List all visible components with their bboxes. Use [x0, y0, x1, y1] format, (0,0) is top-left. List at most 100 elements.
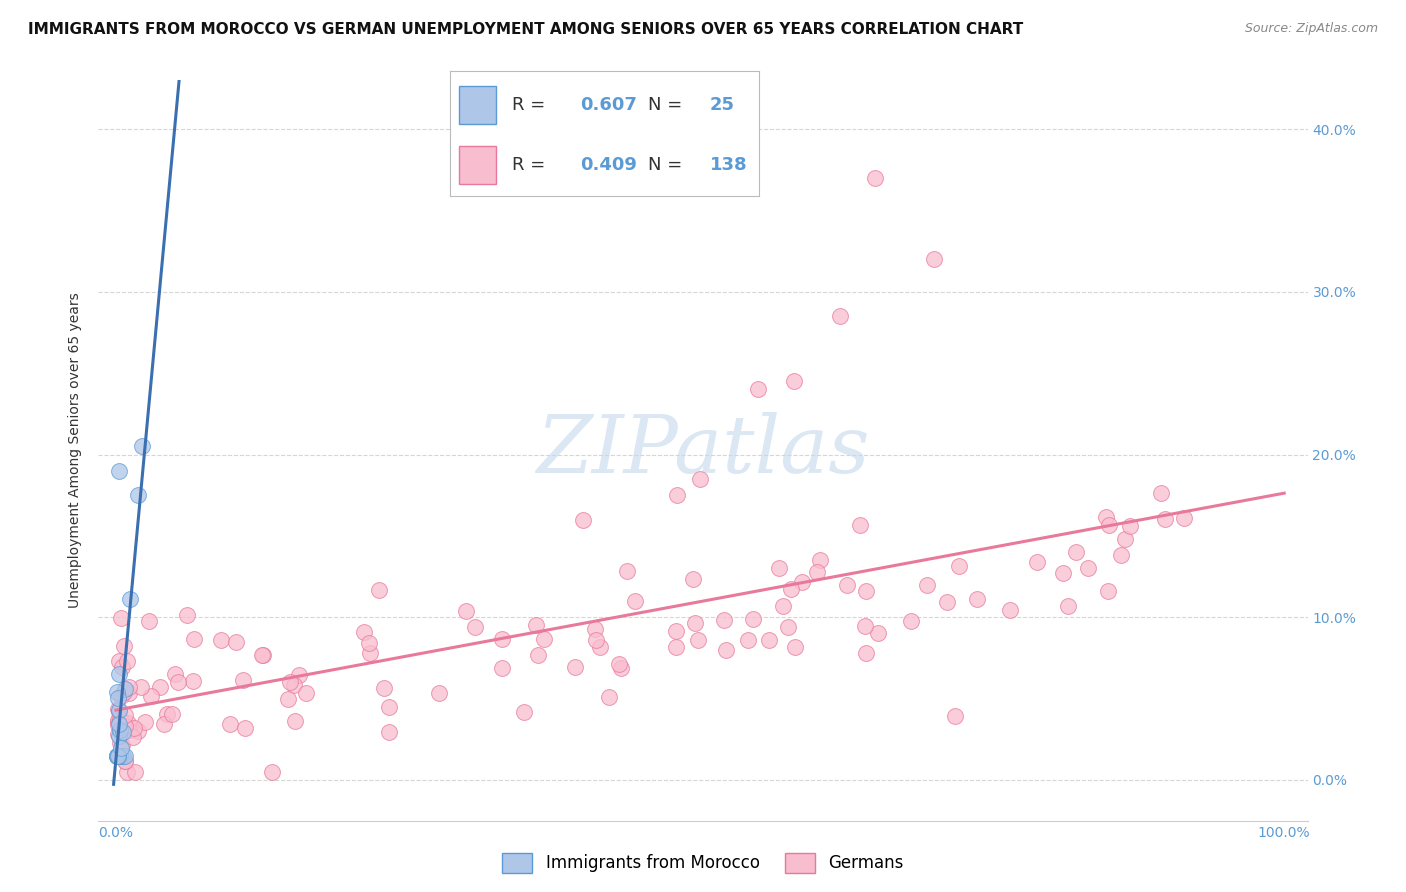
- Point: [689, 472, 711, 486]
- Point: [110, 660, 132, 674]
- Point: [153, 716, 176, 731]
- Point: [108, 667, 131, 681]
- Point: [610, 660, 633, 674]
- Point: [110, 723, 132, 737]
- Point: [1119, 519, 1142, 533]
- Point: [117, 715, 139, 730]
- Point: [1077, 560, 1099, 574]
- Legend: Immigrants from Morocco, Germans: Immigrants from Morocco, Germans: [496, 847, 910, 880]
- Point: [758, 633, 780, 648]
- Point: [512, 705, 534, 719]
- Point: [830, 310, 852, 324]
- Point: [572, 513, 595, 527]
- Text: Source: ZipAtlas.com: Source: ZipAtlas.com: [1244, 22, 1378, 36]
- Point: [122, 730, 145, 744]
- Point: [665, 488, 688, 502]
- Point: [1114, 532, 1136, 546]
- Point: [110, 611, 132, 625]
- Point: [107, 748, 129, 763]
- Point: [149, 680, 172, 694]
- Point: [114, 754, 136, 768]
- Point: [524, 618, 547, 632]
- Point: [118, 592, 141, 607]
- Point: [948, 559, 970, 574]
- Point: [105, 748, 128, 763]
- Point: [278, 674, 301, 689]
- Point: [108, 717, 131, 731]
- Point: [107, 715, 129, 730]
- Point: [922, 252, 945, 267]
- Point: [252, 648, 274, 662]
- Point: [966, 591, 988, 606]
- Point: [108, 704, 131, 718]
- Point: [225, 635, 247, 649]
- Point: [491, 632, 513, 647]
- Point: [114, 748, 136, 763]
- Point: [118, 686, 141, 700]
- Point: [107, 727, 129, 741]
- Point: [111, 724, 134, 739]
- Point: [682, 572, 704, 586]
- Point: [107, 703, 129, 717]
- Point: [998, 602, 1021, 616]
- Point: [747, 383, 769, 397]
- Point: [111, 738, 134, 752]
- Point: [112, 685, 135, 699]
- Point: [250, 648, 273, 662]
- Point: [665, 640, 688, 654]
- Text: 0.607: 0.607: [579, 96, 637, 114]
- Point: [183, 632, 205, 646]
- Point: [713, 613, 735, 627]
- Point: [837, 578, 859, 592]
- Point: [589, 640, 612, 655]
- Point: [564, 660, 586, 674]
- Point: [114, 755, 136, 769]
- Point: [616, 564, 638, 578]
- Point: [849, 518, 872, 533]
- Point: [108, 748, 131, 763]
- Point: [585, 633, 607, 648]
- Point: [583, 622, 606, 636]
- Point: [915, 578, 938, 592]
- Point: [134, 714, 156, 729]
- Point: [160, 706, 183, 721]
- Point: [276, 691, 298, 706]
- Point: [112, 748, 135, 763]
- Point: [527, 648, 550, 663]
- Point: [209, 632, 232, 647]
- Point: [114, 681, 136, 696]
- Point: [808, 553, 831, 567]
- Point: [900, 614, 922, 628]
- Point: [233, 721, 256, 735]
- Point: [112, 639, 135, 653]
- Point: [378, 725, 401, 739]
- Point: [782, 374, 804, 388]
- Point: [624, 594, 647, 608]
- Point: [598, 690, 620, 704]
- Point: [855, 646, 877, 660]
- Point: [115, 764, 138, 779]
- Point: [114, 719, 136, 733]
- Point: [167, 674, 190, 689]
- Point: [776, 620, 799, 634]
- Point: [107, 713, 129, 727]
- Point: [741, 612, 763, 626]
- Point: [1109, 549, 1132, 563]
- Point: [129, 680, 152, 694]
- Text: R =: R =: [512, 96, 551, 114]
- Point: [127, 723, 149, 738]
- Point: [107, 718, 129, 732]
- Point: [1025, 555, 1047, 569]
- Point: [714, 642, 737, 657]
- Point: [114, 708, 136, 723]
- Point: [533, 632, 555, 646]
- Point: [357, 636, 380, 650]
- Point: [107, 690, 129, 705]
- Point: [107, 748, 129, 763]
- Point: [427, 686, 450, 700]
- Point: [353, 624, 375, 639]
- Point: [1095, 510, 1118, 524]
- Point: [115, 654, 138, 668]
- Point: [367, 583, 389, 598]
- Point: [456, 604, 478, 618]
